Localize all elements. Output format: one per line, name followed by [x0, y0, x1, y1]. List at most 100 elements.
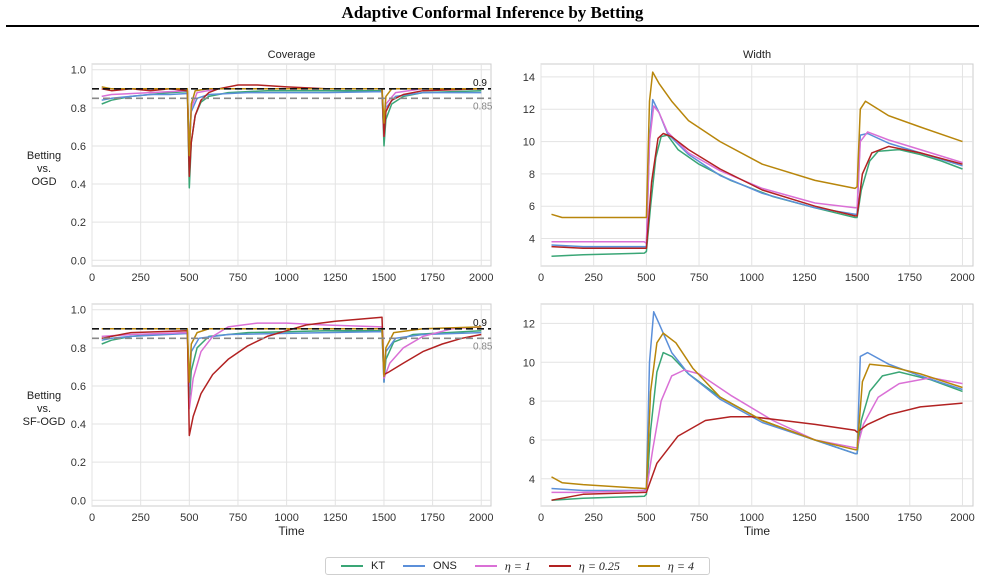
- x-tick-width-sfogd-750: 750: [690, 512, 708, 524]
- legend-item-eta025: η = 0.25: [548, 558, 620, 574]
- series-line-width-sfogd-eta025: [551, 402, 963, 501]
- y-tick-coverage-sfogd-0.6: 0.6: [71, 381, 86, 393]
- figure-svg: Coverage WidthBettingvs.OGDBettingvs.SF-O…: [23, 49, 975, 538]
- y-tick-width-sfogd-10: 10: [523, 357, 535, 369]
- x-tick-coverage-sfogd-500: 500: [180, 512, 198, 524]
- legend-item-kt: KT: [340, 560, 386, 572]
- x-axis-label-1: Time: [744, 524, 771, 538]
- x-tick-coverage-ogd-250: 250: [131, 272, 149, 284]
- row-label-0-1: vs.: [37, 163, 51, 175]
- legend-item-eta4: η = 4: [637, 558, 694, 574]
- ref-label-coverage-ogd-0: 0.9: [473, 78, 487, 89]
- y-tick-width-ogd-6: 6: [529, 201, 535, 213]
- row-label-0-2: OGD: [31, 176, 56, 188]
- x-tick-coverage-ogd-1000: 1000: [274, 272, 298, 284]
- panel-frame-width-ogd: [540, 63, 974, 267]
- y-tick-coverage-ogd-1.0: 1.0: [71, 65, 86, 77]
- y-tick-width-ogd-12: 12: [523, 104, 535, 116]
- legend-label-eta025: η = 0.25: [578, 558, 620, 573]
- x-tick-width-ogd-1500: 1500: [845, 272, 869, 284]
- x-tick-coverage-ogd-750: 750: [229, 272, 247, 284]
- x-tick-coverage-sfogd-0: 0: [89, 512, 95, 524]
- legend-item-ons: ONS: [403, 560, 457, 572]
- legend-swatch-eta1: [474, 565, 497, 567]
- x-tick-coverage-sfogd-1750: 1750: [420, 512, 444, 524]
- x-tick-width-sfogd-1500: 1500: [845, 512, 869, 524]
- x-tick-width-ogd-1250: 1250: [792, 272, 816, 284]
- x-tick-width-ogd-750: 750: [690, 272, 708, 284]
- x-tick-coverage-sfogd-1500: 1500: [372, 512, 396, 524]
- series-line-coverage-ogd-ons: [101, 90, 482, 147]
- y-tick-coverage-ogd-0.8: 0.8: [71, 103, 86, 115]
- y-tick-coverage-sfogd-0.4: 0.4: [71, 419, 86, 431]
- row-label-1-0: Betting: [27, 390, 61, 402]
- y-tick-width-ogd-8: 8: [529, 169, 535, 181]
- row-label-1-2: SF-OGD: [23, 416, 66, 428]
- x-tick-width-sfogd-1750: 1750: [898, 512, 922, 524]
- x-tick-width-sfogd-500: 500: [637, 512, 655, 524]
- legend-swatch-eta025: [548, 565, 571, 567]
- x-tick-width-ogd-1000: 1000: [739, 272, 763, 284]
- y-tick-coverage-ogd-0.0: 0.0: [71, 255, 86, 267]
- legend-swatch-eta4: [637, 565, 660, 567]
- y-tick-width-sfogd-12: 12: [523, 318, 535, 330]
- ref-label-coverage-sfogd-0: 0.9: [473, 318, 487, 329]
- ref-label-coverage-sfogd-1: 0.85: [473, 341, 493, 352]
- x-tick-width-ogd-2000: 2000: [950, 272, 974, 284]
- y-tick-width-ogd-4: 4: [529, 234, 535, 246]
- x-tick-width-ogd-500: 500: [637, 272, 655, 284]
- x-tick-width-ogd-1750: 1750: [898, 272, 922, 284]
- x-tick-width-ogd-250: 250: [585, 272, 603, 284]
- x-tick-coverage-sfogd-1250: 1250: [323, 512, 347, 524]
- y-tick-coverage-ogd-0.2: 0.2: [71, 217, 86, 229]
- legend-swatch-ons: [403, 565, 426, 567]
- x-tick-width-sfogd-2000: 2000: [950, 512, 974, 524]
- y-tick-width-ogd-10: 10: [523, 137, 535, 149]
- x-tick-width-sfogd-1000: 1000: [739, 512, 763, 524]
- series-line-coverage-sfogd-ons: [101, 330, 482, 387]
- legend-swatch-kt: [340, 565, 363, 567]
- y-tick-width-sfogd-4: 4: [529, 474, 535, 486]
- panel-title-1: Width: [743, 49, 771, 61]
- page-title: Adaptive Conformal Inference by Betting: [341, 3, 644, 22]
- y-tick-width-sfogd-8: 8: [529, 396, 535, 408]
- x-tick-coverage-sfogd-1000: 1000: [274, 512, 298, 524]
- x-tick-coverage-sfogd-250: 250: [131, 512, 149, 524]
- legend-label-eta4: η = 4: [667, 558, 694, 573]
- legend-item-eta1: η = 1: [474, 558, 531, 574]
- ref-label-coverage-ogd-1: 0.85: [473, 101, 493, 112]
- y-tick-coverage-sfogd-1.0: 1.0: [71, 305, 86, 317]
- panel-frame-width-sfogd: [540, 303, 974, 507]
- legend-label-eta1: η = 1: [504, 558, 531, 573]
- series-line-width-ogd-eta025: [551, 132, 963, 249]
- x-tick-coverage-ogd-1750: 1750: [420, 272, 444, 284]
- row-label-0-0: Betting: [27, 150, 61, 162]
- x-tick-width-sfogd-0: 0: [538, 512, 544, 524]
- y-tick-coverage-sfogd-0.0: 0.0: [71, 495, 86, 507]
- x-tick-coverage-ogd-1500: 1500: [372, 272, 396, 284]
- series-line-width-sfogd-eta4: [551, 332, 963, 490]
- x-tick-coverage-ogd-1250: 1250: [323, 272, 347, 284]
- x-tick-coverage-sfogd-750: 750: [229, 512, 247, 524]
- x-axis-label-0: Time: [278, 524, 305, 538]
- series-line-coverage-sfogd-eta025: [101, 316, 482, 437]
- x-tick-coverage-ogd-0: 0: [89, 272, 95, 284]
- x-tick-width-sfogd-250: 250: [585, 512, 603, 524]
- y-tick-width-ogd-14: 14: [523, 72, 535, 84]
- legend-label-kt: KT: [370, 560, 386, 572]
- x-tick-width-sfogd-1250: 1250: [792, 512, 816, 524]
- x-tick-width-ogd-0: 0: [538, 272, 544, 284]
- row-label-1-1: vs.: [37, 403, 51, 415]
- title-rule: [6, 25, 979, 27]
- y-tick-coverage-ogd-0.4: 0.4: [71, 179, 86, 191]
- y-tick-coverage-ogd-0.6: 0.6: [71, 141, 86, 153]
- panel-title-0: Coverage: [268, 49, 316, 61]
- legend: KT ONS η = 1 η = 0.25 η = 4: [325, 557, 710, 575]
- y-tick-coverage-sfogd-0.8: 0.8: [71, 343, 86, 355]
- x-tick-coverage-sfogd-2000: 2000: [469, 512, 493, 524]
- series-line-width-ogd-eta4: [551, 71, 963, 219]
- x-tick-coverage-ogd-500: 500: [180, 272, 198, 284]
- x-tick-coverage-ogd-2000: 2000: [469, 272, 493, 284]
- legend-label-ons: ONS: [433, 560, 457, 572]
- y-tick-width-sfogd-6: 6: [529, 435, 535, 447]
